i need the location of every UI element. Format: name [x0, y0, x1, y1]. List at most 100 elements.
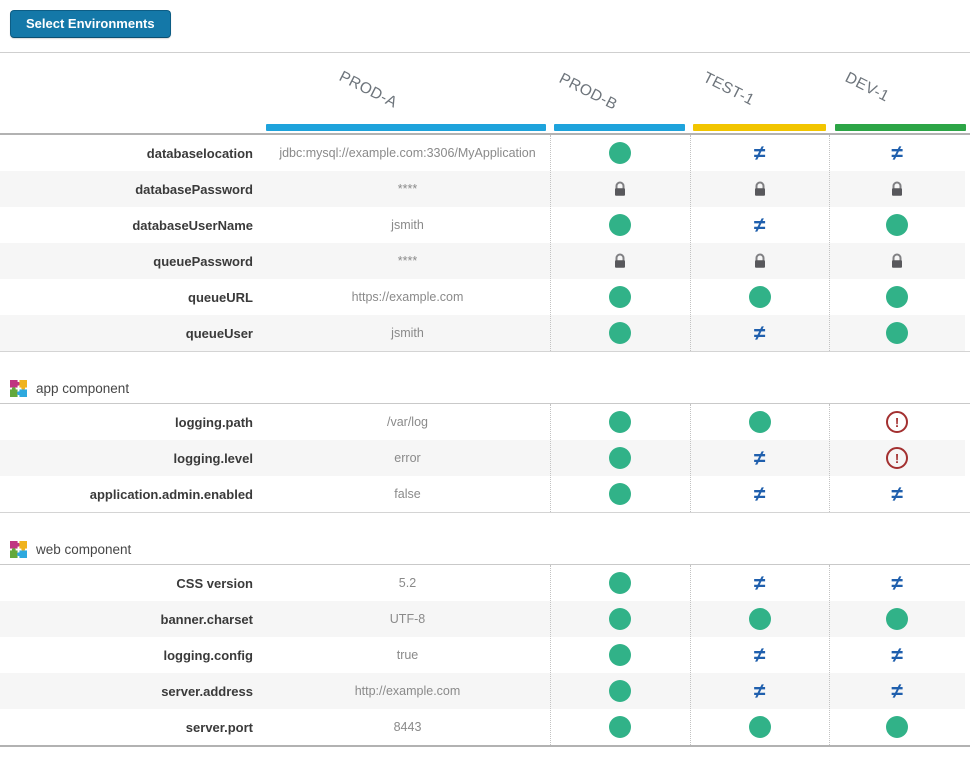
not-equal-icon: ≠ — [753, 482, 766, 506]
equal-icon — [886, 716, 908, 738]
not-equal-icon: ≠ — [753, 571, 766, 595]
equal-icon — [886, 214, 908, 236]
property-group-general: databaselocation jdbc:mysql://example.co… — [0, 135, 970, 352]
status-cell[interactable]: ≠ — [690, 573, 829, 594]
env-underline-dev-1 — [835, 124, 966, 131]
env-underline-prod-a — [266, 124, 546, 131]
status-cell[interactable] — [690, 608, 829, 630]
status-cell[interactable] — [550, 214, 690, 236]
status-cell[interactable] — [829, 181, 965, 197]
property-value: 5.2 — [398, 576, 417, 590]
property-value: **** — [397, 254, 418, 268]
property-value: jsmith — [391, 218, 424, 232]
equal-icon — [748, 608, 771, 630]
property-name: queueUser — [185, 325, 253, 341]
table-row: banner.charset UTF-8 — [0, 601, 965, 637]
warning-icon: ! — [886, 447, 908, 469]
property-name: databaselocation — [146, 145, 253, 161]
not-equal-icon: ≠ — [753, 679, 766, 703]
status-cell[interactable]: ≠ — [690, 448, 829, 469]
status-cell[interactable] — [690, 286, 829, 308]
equal-icon — [886, 322, 908, 344]
status-cell[interactable] — [550, 286, 690, 308]
status-cell[interactable] — [829, 322, 965, 344]
status-cell[interactable] — [550, 608, 690, 630]
env-underline-prod-b — [554, 124, 685, 131]
table-row: databaselocation jdbc:mysql://example.co… — [0, 135, 965, 171]
property-name: databasePassword — [135, 181, 253, 197]
status-cell[interactable]: ≠ — [829, 484, 965, 505]
property-value: **** — [397, 182, 418, 196]
lock-icon — [752, 253, 768, 269]
status-cell[interactable]: ≠ — [829, 143, 965, 164]
status-cell[interactable]: ≠ — [690, 143, 829, 164]
table-row: server.port 8443 — [0, 709, 965, 745]
status-cell[interactable] — [550, 411, 690, 433]
section-title: web component — [36, 542, 132, 557]
equal-icon — [886, 286, 908, 308]
status-cell[interactable] — [550, 644, 690, 666]
status-cell[interactable]: ≠ — [690, 215, 829, 236]
equal-icon — [609, 483, 631, 505]
status-cell[interactable] — [550, 253, 690, 269]
equal-icon — [609, 214, 631, 236]
status-cell[interactable] — [550, 716, 690, 738]
equal-icon — [748, 716, 771, 738]
lock-icon — [612, 253, 628, 269]
table-row: CSS version 5.2 ≠ ≠ — [0, 565, 965, 601]
status-cell[interactable] — [690, 253, 829, 269]
status-cell[interactable] — [829, 286, 965, 308]
status-cell[interactable]: ≠ — [690, 484, 829, 505]
equal-icon — [609, 644, 631, 666]
status-cell[interactable]: ≠ — [829, 645, 965, 666]
status-cell[interactable] — [690, 181, 829, 197]
status-cell[interactable] — [829, 716, 965, 738]
section-header-web-component: web component — [0, 535, 970, 565]
property-name: logging.level — [173, 450, 253, 466]
lock-icon — [752, 181, 768, 197]
status-cell[interactable] — [829, 253, 965, 269]
property-group-app-component: logging.path /var/log ! logging.level er… — [0, 404, 970, 513]
status-cell[interactable] — [690, 411, 829, 433]
status-cell[interactable]: ≠ — [829, 573, 965, 594]
status-cell[interactable]: ! — [829, 447, 965, 469]
env-column-header-dev-1: DEV-1 — [842, 68, 892, 106]
section-header-app-component: app component — [0, 374, 970, 404]
not-equal-icon: ≠ — [891, 141, 903, 165]
env-column-header-prod-b: PROD-B — [556, 69, 620, 114]
status-cell[interactable] — [550, 572, 690, 594]
status-cell[interactable] — [550, 447, 690, 469]
status-cell[interactable] — [550, 680, 690, 702]
section-title: app component — [36, 381, 130, 396]
status-cell[interactable]: ≠ — [690, 681, 829, 702]
not-equal-icon: ≠ — [753, 213, 766, 237]
table-header: PROD-A PROD-B TEST-1 DEV-1 — [0, 52, 970, 135]
equal-icon — [748, 286, 771, 308]
status-cell[interactable] — [829, 608, 965, 630]
property-name: logging.path — [175, 414, 253, 430]
status-cell[interactable] — [550, 142, 690, 164]
equal-icon — [748, 411, 771, 433]
table-row: queueURL https://example.com — [0, 279, 965, 315]
status-cell[interactable] — [550, 483, 690, 505]
status-cell[interactable] — [829, 214, 965, 236]
property-value: https://example.com — [351, 290, 464, 304]
table-row: databaseUserName jsmith ≠ — [0, 207, 965, 243]
status-cell[interactable]: ≠ — [690, 323, 829, 344]
not-equal-icon: ≠ — [891, 643, 903, 667]
not-equal-icon: ≠ — [891, 571, 903, 595]
warning-icon: ! — [886, 411, 908, 433]
status-cell[interactable] — [550, 322, 690, 344]
status-cell[interactable] — [690, 716, 829, 738]
select-environments-button[interactable]: Select Environments — [10, 10, 171, 38]
table-row: application.admin.enabled false ≠ ≠ — [0, 476, 965, 512]
status-cell[interactable]: ≠ — [690, 645, 829, 666]
property-value: error — [394, 451, 421, 465]
equal-icon — [609, 680, 631, 702]
env-underline-test-1 — [693, 124, 826, 131]
toolbar: Select Environments — [0, 0, 970, 38]
status-cell[interactable] — [550, 181, 690, 197]
status-cell[interactable]: ≠ — [829, 681, 965, 702]
status-cell[interactable]: ! — [829, 411, 965, 433]
environment-comparison-table: PROD-A PROD-B TEST-1 DEV-1 databaselocat… — [0, 52, 970, 747]
